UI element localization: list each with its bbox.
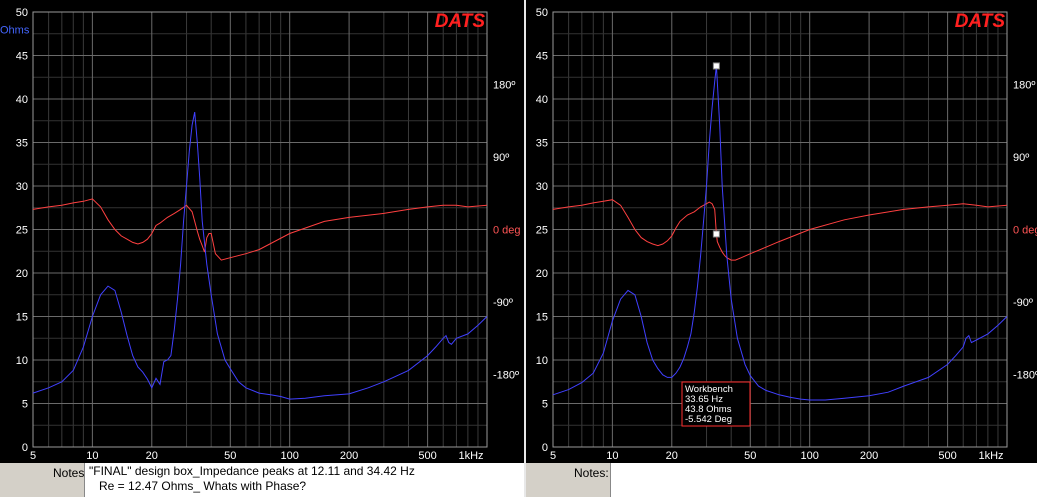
phase-tick-label: 90º bbox=[493, 152, 509, 164]
y-tick-label: 30 bbox=[536, 181, 548, 193]
phase-tick-label: -180º bbox=[1013, 370, 1037, 382]
x-tick-label: 500 bbox=[938, 450, 956, 462]
y-axis-label: Ohms bbox=[0, 24, 30, 36]
phase-tick-label: 0 deg bbox=[1013, 225, 1037, 237]
x-tick-label: 1kHz bbox=[978, 450, 1003, 462]
plot-frame bbox=[552, 11, 1008, 448]
y-tick-label: 45 bbox=[536, 51, 548, 63]
phase-marker bbox=[712, 230, 720, 238]
impedance-chart-right: 0 5 10 15 20 25 30 35 40 45 50 5 10 20 50 100 200 500 1kHz… bbox=[526, 0, 1037, 463]
annotation-value: 43.8 Ohms bbox=[685, 404, 732, 415]
phase-tick-label: -90º bbox=[493, 297, 513, 309]
phase-tick-label: 180º bbox=[1013, 80, 1035, 92]
phase-tick-label: -90º bbox=[1013, 297, 1033, 309]
annotation-value: -5.542 Deg bbox=[685, 414, 732, 425]
phase-line bbox=[552, 199, 1008, 261]
notes-bar-left: Notes: "FINAL" design box_Impedance peak… bbox=[0, 463, 524, 497]
y-tick-label: 50 bbox=[16, 7, 28, 19]
x-tick-label: 100 bbox=[801, 450, 819, 462]
impedance-line bbox=[32, 112, 488, 400]
impedance-line bbox=[552, 65, 1008, 401]
y-tick-label: 15 bbox=[536, 312, 548, 324]
y-tick-label: 25 bbox=[536, 225, 548, 237]
x-tick-label: 100 bbox=[281, 450, 299, 462]
y-tick-label: 20 bbox=[16, 268, 28, 280]
notes-textbox[interactable]: "FINAL" design box_Impedance peaks at 12… bbox=[84, 463, 524, 497]
y-tick-label: 0 bbox=[542, 442, 548, 454]
y-tick-label: 10 bbox=[536, 355, 548, 367]
x-tick-label: 200 bbox=[340, 450, 358, 462]
impedance-marker bbox=[712, 62, 720, 70]
y-tick-label: 45 bbox=[16, 51, 28, 63]
notes-label: Notes: bbox=[574, 466, 609, 480]
panel-divider bbox=[524, 0, 526, 497]
y-tick-label: 0 bbox=[22, 442, 28, 454]
y-tick-label: 20 bbox=[536, 268, 548, 280]
y-tick-label: 35 bbox=[536, 138, 548, 150]
notes-textbox[interactable] bbox=[610, 463, 1037, 497]
y-tick-label: 5 bbox=[542, 399, 548, 411]
y-tick-label: 10 bbox=[16, 355, 28, 367]
y-tick-label: 40 bbox=[16, 94, 28, 106]
y-tick-label: 40 bbox=[536, 94, 548, 106]
annotation-title: Workbench bbox=[685, 384, 733, 395]
dats-logo: DATS bbox=[955, 11, 1006, 32]
annotation-value: 33.65 Hz bbox=[685, 394, 723, 405]
x-tick-label: 50 bbox=[224, 450, 236, 462]
y-tick-label: 25 bbox=[16, 225, 28, 237]
x-tick-label: 5 bbox=[30, 450, 36, 462]
phase-tick-label: 180º bbox=[493, 80, 515, 92]
x-tick-label: 500 bbox=[418, 450, 436, 462]
x-tick-label: 10 bbox=[86, 450, 98, 462]
dats-logo: DATS bbox=[435, 11, 486, 32]
phase-line bbox=[32, 198, 488, 261]
y-tick-label: 35 bbox=[16, 138, 28, 150]
plot-frame bbox=[32, 11, 488, 448]
x-tick-label: 5 bbox=[550, 450, 556, 462]
x-tick-label: 10 bbox=[606, 450, 618, 462]
y-tick-label: 30 bbox=[16, 181, 28, 193]
phase-tick-label: 90º bbox=[1013, 152, 1029, 164]
notes-label: Notes: bbox=[53, 466, 88, 480]
y-tick-label: 50 bbox=[536, 7, 548, 19]
impedance-chart-left: 0 5 10 15 20 25 30 35 40 45 50 Ohms 5 10 20 50 100 200 500… bbox=[0, 0, 524, 463]
x-tick-label: 200 bbox=[860, 450, 878, 462]
phase-tick-label: 0 deg bbox=[493, 225, 521, 237]
annotation-box bbox=[681, 381, 751, 427]
notes-line-1: "FINAL" design box_Impedance peaks at 12… bbox=[89, 464, 415, 478]
y-tick-label: 15 bbox=[16, 312, 28, 324]
y-tick-label: 5 bbox=[22, 399, 28, 411]
phase-tick-label: -180º bbox=[493, 370, 519, 382]
x-tick-label: 20 bbox=[666, 450, 678, 462]
notes-bar-right: Notes: bbox=[526, 463, 1037, 497]
x-tick-label: 1kHz bbox=[458, 450, 483, 462]
notes-line-2: Re = 12.47 Ohms_ Whats with Phase? bbox=[99, 479, 307, 493]
x-tick-label: 20 bbox=[146, 450, 158, 462]
x-tick-label: 50 bbox=[744, 450, 756, 462]
